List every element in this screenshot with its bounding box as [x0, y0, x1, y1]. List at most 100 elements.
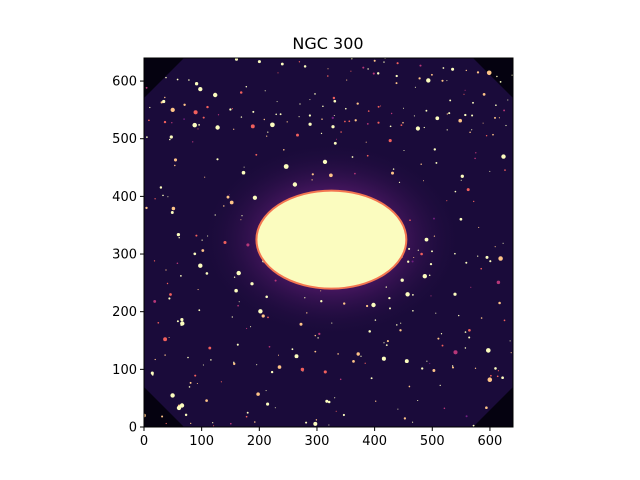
star-point	[197, 128, 199, 130]
star-point	[170, 211, 174, 214]
star-point	[370, 377, 373, 380]
star-point	[485, 255, 489, 259]
star-point	[198, 86, 203, 92]
star-point	[435, 116, 440, 121]
star-point	[320, 300, 323, 303]
star-point	[468, 336, 471, 339]
star-point	[214, 214, 216, 216]
star-point	[233, 361, 235, 363]
star-point	[333, 141, 337, 145]
star-point	[374, 319, 377, 321]
star-point	[340, 131, 342, 133]
star-point	[477, 255, 479, 257]
star-point	[471, 129, 473, 131]
star-point	[332, 96, 336, 100]
star-point	[304, 297, 306, 299]
star-point	[388, 139, 392, 143]
y-tick-label: 400	[112, 190, 137, 205]
x-tick-label: 200	[247, 434, 272, 449]
star-point	[233, 128, 235, 130]
star-point	[256, 392, 260, 396]
star-point	[229, 422, 232, 425]
star-point	[335, 410, 337, 412]
star-point	[451, 365, 454, 367]
star-point	[149, 106, 151, 109]
star-point	[274, 279, 277, 282]
star-point	[176, 232, 181, 237]
star-point	[266, 402, 270, 406]
x-tick-label: 400	[362, 434, 387, 449]
star-point	[153, 299, 157, 303]
star-point	[404, 359, 409, 364]
corner-mask	[473, 58, 513, 98]
corner-masks	[144, 58, 513, 427]
star-point	[494, 246, 496, 248]
star-point	[275, 113, 277, 116]
bright-star	[501, 154, 506, 159]
star-point	[229, 194, 230, 196]
star-point	[420, 163, 422, 165]
star-point	[395, 82, 398, 85]
star-point	[266, 135, 268, 137]
x-tick-label: 300	[305, 434, 330, 449]
star-point	[169, 293, 172, 296]
star-point	[373, 59, 376, 62]
star-point	[165, 269, 167, 271]
star-point	[439, 384, 441, 387]
star-point	[367, 110, 370, 112]
star-point	[505, 124, 507, 127]
star-point	[241, 170, 246, 175]
bright-star	[215, 125, 220, 130]
star-point	[501, 376, 504, 380]
bright-star	[292, 182, 298, 187]
star-point	[193, 252, 197, 256]
galaxy-core	[255, 189, 408, 290]
star-point	[337, 353, 339, 355]
star-point	[420, 252, 423, 256]
star-point	[386, 340, 389, 343]
star-point	[194, 374, 197, 377]
star-point	[496, 280, 501, 285]
star-point	[478, 226, 480, 228]
star-point	[306, 312, 308, 314]
star-point	[237, 304, 239, 307]
star-point	[270, 122, 275, 128]
star-point	[314, 93, 316, 95]
star-point	[277, 72, 279, 74]
star-point	[446, 129, 448, 131]
star-point	[502, 242, 504, 244]
bright-star	[198, 263, 203, 268]
star-point	[433, 148, 436, 151]
star-point	[250, 124, 255, 129]
star-point	[389, 307, 391, 310]
star-point	[311, 179, 313, 181]
y-tick-label: 600	[112, 75, 137, 90]
star-point	[192, 141, 194, 143]
star-point	[320, 290, 322, 292]
star-point	[460, 174, 464, 178]
star-point	[408, 385, 411, 388]
star-point	[342, 413, 345, 417]
star-point	[207, 235, 209, 237]
star-point	[468, 328, 471, 332]
star-point	[196, 382, 198, 385]
star-point	[245, 85, 248, 88]
star-point	[422, 180, 425, 182]
star-point	[454, 190, 457, 193]
star-point	[476, 71, 480, 74]
star-point	[497, 370, 500, 372]
star-point	[426, 360, 428, 362]
star-point	[202, 116, 205, 119]
star-point	[471, 114, 474, 117]
star-point	[443, 407, 446, 410]
star-point	[499, 81, 502, 83]
star-point	[403, 149, 405, 152]
star-point	[261, 314, 265, 318]
star-point	[339, 378, 342, 381]
star-point	[435, 312, 437, 314]
star-point	[464, 89, 466, 91]
star-point	[403, 417, 407, 420]
star-point	[201, 249, 205, 252]
star-point	[412, 421, 414, 423]
star-point	[167, 196, 169, 198]
